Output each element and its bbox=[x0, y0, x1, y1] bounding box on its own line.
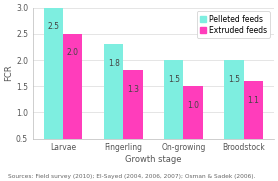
Bar bbox=[244, 81, 263, 138]
Bar bbox=[104, 44, 123, 138]
Text: 1.5: 1.5 bbox=[168, 75, 180, 84]
Text: 2.5: 2.5 bbox=[48, 22, 59, 31]
Bar bbox=[224, 60, 244, 138]
Legend: Pelleted feeds, Extruded feeds: Pelleted feeds, Extruded feeds bbox=[197, 11, 270, 38]
Text: 2.0: 2.0 bbox=[67, 48, 79, 57]
Text: Sources: Field survey (2010); El-Sayed (2004, 2006, 2007); Osman & Sadek (2006).: Sources: Field survey (2010); El-Sayed (… bbox=[8, 174, 256, 179]
Text: 1.5: 1.5 bbox=[228, 75, 240, 84]
Text: 1.3: 1.3 bbox=[127, 85, 139, 94]
Bar bbox=[164, 60, 183, 138]
Bar bbox=[44, 8, 63, 138]
Bar bbox=[123, 70, 143, 138]
Text: 1.1: 1.1 bbox=[247, 96, 259, 104]
Text: 1.8: 1.8 bbox=[108, 59, 120, 68]
Y-axis label: FCR: FCR bbox=[4, 65, 13, 81]
Bar bbox=[63, 34, 82, 138]
Text: 1.0: 1.0 bbox=[187, 101, 199, 110]
Bar bbox=[183, 86, 203, 138]
X-axis label: Growth stage: Growth stage bbox=[125, 155, 182, 164]
